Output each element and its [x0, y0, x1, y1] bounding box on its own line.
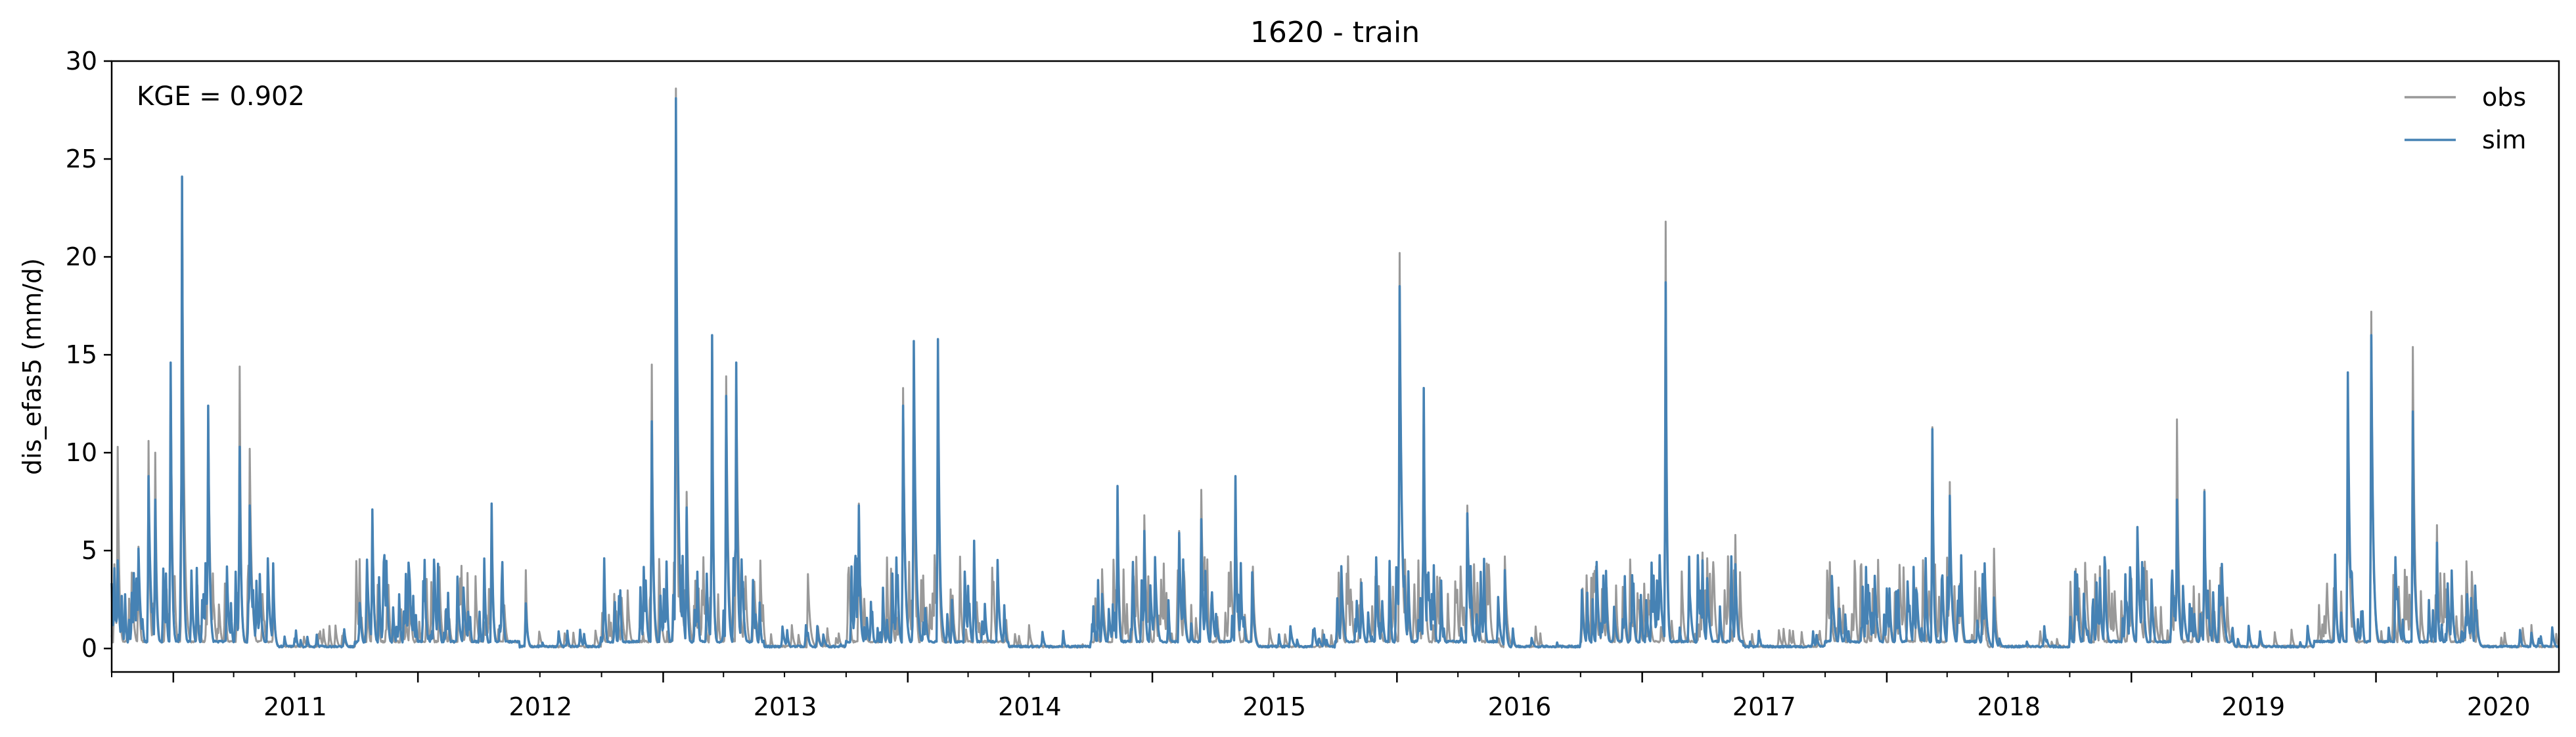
x-tick-label: 2020: [2467, 692, 2531, 721]
y-tick-label: 20: [66, 242, 97, 271]
y-tick-label: 0: [81, 634, 97, 663]
x-tick-label: 2016: [1488, 692, 1552, 721]
x-tick-label: 2012: [508, 692, 572, 721]
y-tick-label: 25: [66, 145, 97, 173]
y-tick-label: 15: [66, 340, 97, 369]
x-tick-label: 2013: [754, 692, 817, 721]
y-tick-label: 10: [66, 438, 97, 467]
x-tick-label: 2014: [998, 692, 1062, 721]
x-tick-label: 2011: [263, 692, 327, 721]
chart-title: 1620 - train: [1250, 16, 1420, 49]
x-tick-label: 2018: [1977, 692, 2041, 721]
legend-obs-label: obs: [2482, 83, 2526, 112]
x-tick-label: 2019: [2222, 692, 2286, 721]
y-axis-label: dis_efas5 (mm/d): [18, 258, 47, 475]
legend-sim-label: sim: [2482, 125, 2526, 154]
y-tick-label: 30: [66, 47, 97, 76]
y-tick-label: 5: [81, 536, 97, 565]
kge-annotation: KGE = 0.902: [137, 81, 305, 112]
x-tick-label: 2017: [1732, 692, 1796, 721]
x-tick-label: 2015: [1242, 692, 1306, 721]
